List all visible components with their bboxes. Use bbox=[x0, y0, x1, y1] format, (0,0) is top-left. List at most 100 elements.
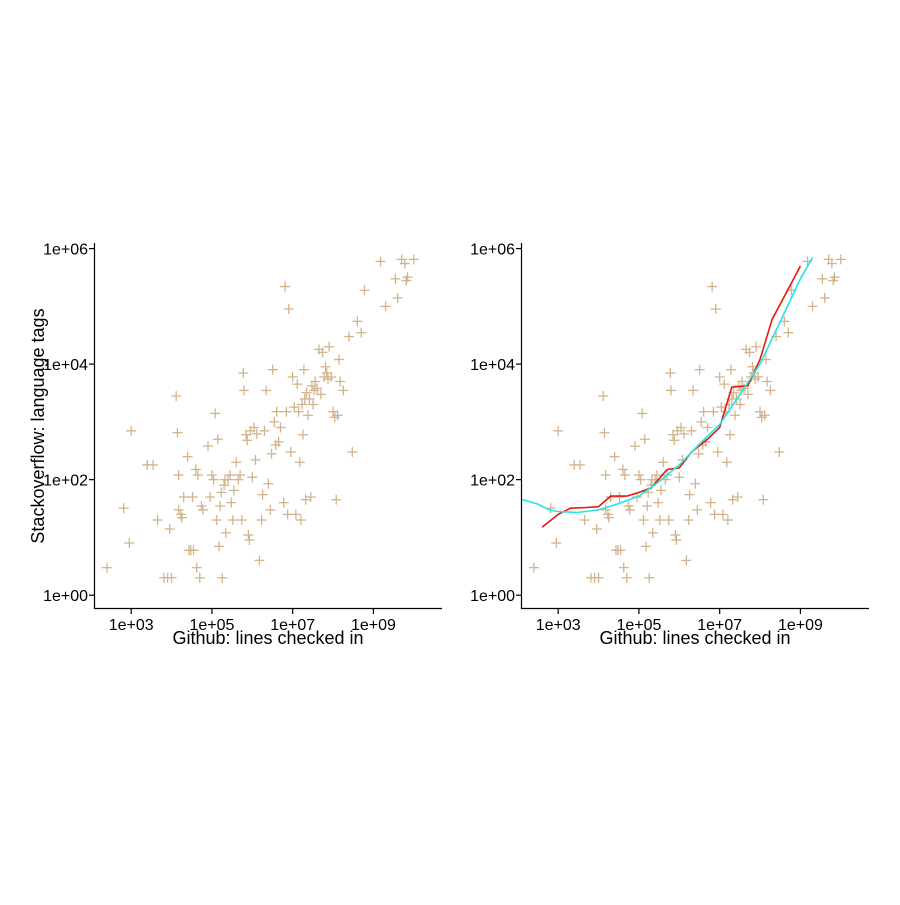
left-point-102 bbox=[310, 376, 321, 387]
right-point-18 bbox=[609, 451, 620, 462]
left-point-46 bbox=[227, 515, 238, 526]
left-point-44 bbox=[224, 470, 235, 481]
right-point-121 bbox=[774, 447, 785, 458]
right-point-52 bbox=[665, 368, 676, 379]
right-point-6 bbox=[579, 515, 590, 526]
left-point-86 bbox=[292, 379, 303, 390]
left-point-31 bbox=[206, 470, 217, 481]
right-point-74 bbox=[698, 406, 709, 417]
left-point-6 bbox=[152, 515, 163, 526]
left-point-34 bbox=[211, 515, 222, 526]
left-point-100 bbox=[308, 399, 319, 410]
right-point-45 bbox=[653, 497, 664, 508]
left-scatter-panel: 1e+03 1e+05 1e+07 1e+09 1e+00 1e+02 1e+04 1e+06… bbox=[28, 242, 442, 648]
right-point-116 bbox=[759, 410, 770, 421]
left-point-81 bbox=[283, 303, 294, 314]
left-point-11 bbox=[171, 391, 182, 402]
right-x-tick-label-1: 1e+05 bbox=[616, 617, 661, 634]
left-point-126 bbox=[380, 301, 391, 312]
right-point-26 bbox=[621, 572, 632, 583]
left-point-89 bbox=[295, 515, 306, 526]
left-point-111 bbox=[324, 341, 335, 352]
right-point-83 bbox=[714, 371, 725, 382]
right-point-89 bbox=[722, 515, 733, 526]
left-point-116 bbox=[332, 410, 343, 421]
right-point-81 bbox=[710, 303, 721, 314]
left-ticks: 1e+03 1e+05 1e+07 1e+09 1e+00 1e+02 1e+04 1e+06 bbox=[43, 242, 396, 634]
left-x-tick-label-3: 1e+09 bbox=[351, 617, 396, 634]
left-point-48 bbox=[231, 457, 242, 468]
right-point-31 bbox=[633, 470, 644, 481]
right-point-84 bbox=[716, 402, 727, 413]
left-point-26 bbox=[194, 572, 205, 583]
right-point-23 bbox=[617, 464, 628, 475]
right-point-62 bbox=[678, 428, 689, 439]
left-point-77 bbox=[278, 497, 289, 508]
left-point-121 bbox=[347, 447, 358, 458]
left-point-74 bbox=[271, 406, 282, 417]
left-point-79 bbox=[281, 406, 292, 417]
left-point-123 bbox=[356, 327, 367, 338]
right-ticks: 1e+03 1e+05 1e+07 1e+09 1e+00 1e+02 1e+04 1e+06 bbox=[470, 242, 823, 634]
left-point-132 bbox=[402, 272, 413, 283]
left-point-84 bbox=[289, 402, 300, 413]
left-point-40 bbox=[219, 480, 230, 491]
right-point-88 bbox=[721, 457, 732, 468]
right-point-68 bbox=[690, 478, 701, 489]
left-point-68 bbox=[263, 478, 274, 489]
right-point-130 bbox=[826, 258, 837, 269]
right-point-64 bbox=[683, 515, 694, 526]
left-point-64 bbox=[256, 515, 267, 526]
right-point-56 bbox=[670, 530, 681, 541]
right-point-51 bbox=[663, 515, 674, 526]
right-point-72 bbox=[696, 416, 707, 427]
right-point-46 bbox=[654, 515, 665, 526]
left-y-tick-label-1: 1e+02 bbox=[43, 473, 88, 490]
right-point-111 bbox=[751, 341, 762, 352]
right-point-28 bbox=[624, 504, 635, 515]
left-point-47 bbox=[228, 485, 239, 496]
left-point-17 bbox=[178, 492, 189, 503]
right-point-92 bbox=[725, 364, 736, 375]
left-x-tick-label-0: 1e+03 bbox=[109, 617, 154, 634]
left-point-3 bbox=[126, 425, 137, 436]
right-point-36 bbox=[641, 541, 652, 552]
right-x-tick-label-2: 1e+07 bbox=[697, 617, 742, 634]
right-point-119 bbox=[765, 385, 776, 396]
left-point-37 bbox=[215, 500, 226, 511]
right-point-16 bbox=[603, 512, 614, 523]
right-point-10 bbox=[593, 572, 604, 583]
left-x-tick-label-1: 1e+05 bbox=[189, 617, 234, 634]
left-point-29 bbox=[203, 441, 214, 452]
right-point-132 bbox=[829, 272, 840, 283]
left-point-51 bbox=[236, 515, 247, 526]
right-point-70 bbox=[693, 448, 704, 459]
right-scatter-panel: 1e+03 1e+05 1e+07 1e+09 1e+00 1e+02 1e+04 1e+06… bbox=[470, 242, 869, 648]
left-point-35 bbox=[212, 434, 223, 445]
left-point-66 bbox=[259, 425, 270, 436]
right-point-33 bbox=[637, 408, 648, 419]
left-y-axis-title: Stackoverflow: language tags bbox=[28, 308, 48, 543]
left-point-67 bbox=[261, 385, 272, 396]
right-point-91 bbox=[724, 429, 735, 440]
right-point-118 bbox=[762, 376, 773, 387]
left-point-124 bbox=[359, 285, 370, 296]
left-point-1 bbox=[118, 503, 129, 514]
left-point-10 bbox=[166, 572, 177, 583]
left-point-115 bbox=[331, 494, 342, 505]
right-point-35 bbox=[639, 434, 650, 445]
left-point-127 bbox=[390, 273, 401, 284]
right-point-44 bbox=[651, 470, 662, 481]
left-point-45 bbox=[226, 497, 237, 508]
right-point-105 bbox=[742, 389, 753, 400]
left-point-42 bbox=[220, 527, 231, 538]
right-point-22 bbox=[615, 545, 626, 556]
left-point-39 bbox=[217, 572, 228, 583]
right-point-112 bbox=[753, 371, 764, 382]
right-point-53 bbox=[665, 385, 676, 396]
right-point-47 bbox=[655, 485, 666, 496]
left-points bbox=[101, 254, 419, 583]
left-x-tick-label-2: 1e+07 bbox=[270, 617, 315, 634]
right-point-29 bbox=[630, 441, 641, 452]
